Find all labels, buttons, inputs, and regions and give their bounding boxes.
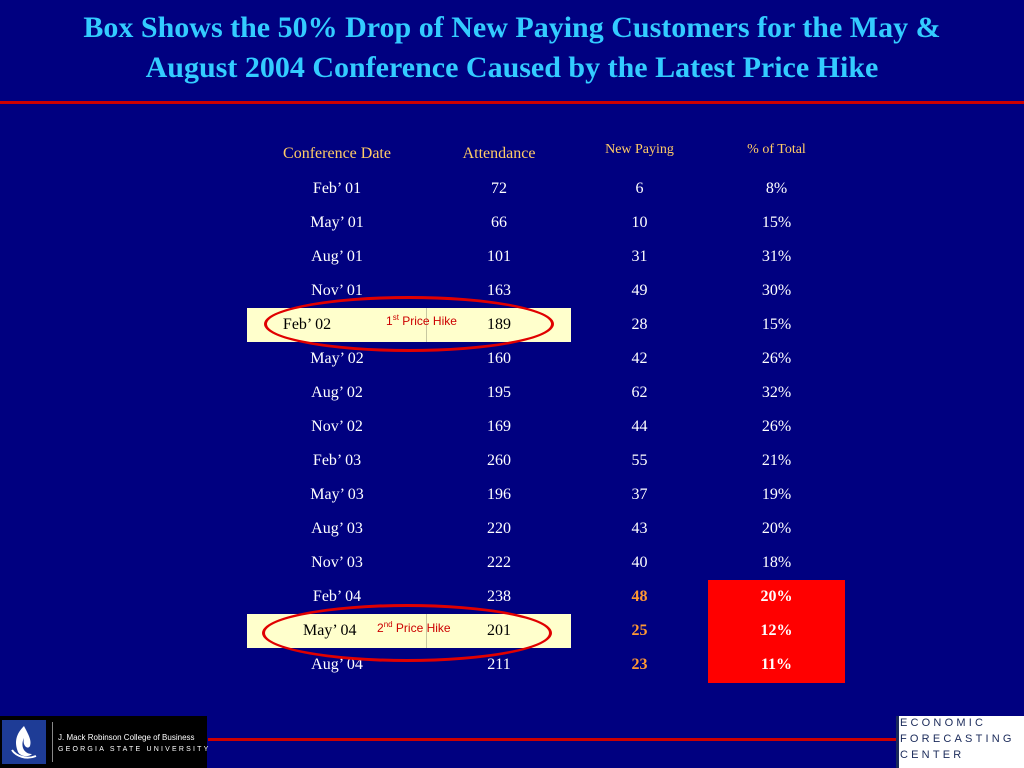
cell-percent: 19% [761, 486, 792, 503]
title-line-1: Box Shows the 50% Drop of New Paying Cus… [83, 11, 941, 44]
flame-logo-icon [2, 720, 46, 764]
table-row: Aug’ 04 211 23 11% [0, 648, 1024, 682]
college-name: J. Mack Robinson College of Business [58, 733, 195, 742]
cell-percent: 26% [761, 418, 792, 435]
table-row: Nov’ 03 222 40 18% [0, 546, 1024, 580]
table-row: May’ 01 66 10 15% [0, 206, 1024, 240]
cell-new-paying: 44 [631, 418, 648, 435]
cell-date: Aug’ 04 [311, 656, 363, 673]
table-row: Aug’ 03 220 43 20% [0, 512, 1024, 546]
cell-new-paying: 42 [631, 350, 648, 367]
efc-line-1: ECONOMIC [900, 717, 987, 729]
title-line-2: August 2004 Conference Caused by the Lat… [145, 51, 879, 84]
cell-new-paying: 48 [631, 588, 648, 605]
cell-attendance: 72 [491, 180, 507, 197]
cell-new-paying: 23 [631, 656, 648, 673]
college-logo: J. Mack Robinson College of Business GEO… [0, 716, 208, 768]
efc-logo-bar [896, 716, 899, 768]
cell-percent: 12% [760, 622, 793, 639]
cell-new-paying: 25 [631, 622, 648, 639]
cell-date: Aug’ 02 [311, 384, 363, 401]
cell-date: Nov’ 03 [311, 554, 363, 571]
table-row: Aug’ 01 101 31 31% [0, 240, 1024, 274]
cell-new-paying: 40 [631, 554, 648, 571]
cell-new-paying: 31 [631, 248, 648, 265]
cell-attendance: 196 [487, 486, 511, 503]
cell-attendance: 160 [487, 350, 511, 367]
price-hike-2-circle [262, 604, 552, 662]
header-attendance: Attendance [462, 145, 536, 162]
cell-new-paying: 62 [631, 384, 648, 401]
cell-percent: 31% [761, 248, 792, 265]
table-row: Feb’ 01 72 6 8% [0, 172, 1024, 206]
cell-date: Nov’ 01 [311, 282, 363, 299]
cell-date: Nov’ 02 [311, 418, 363, 435]
cell-attendance: 169 [487, 418, 511, 435]
cell-attendance: 211 [487, 656, 511, 673]
cell-date: Aug’ 03 [311, 520, 363, 537]
cell-percent: 8% [765, 180, 788, 197]
cell-new-paying: 55 [631, 452, 648, 469]
cell-date: Aug’ 01 [311, 248, 363, 265]
cell-percent: 15% [761, 316, 792, 333]
cell-attendance: 238 [487, 588, 511, 605]
bottom-divider [208, 738, 896, 741]
cell-attendance: 260 [487, 452, 511, 469]
cell-percent: 15% [761, 214, 792, 231]
cell-new-paying: 6 [635, 180, 644, 197]
cell-new-paying: 43 [631, 520, 648, 537]
efc-line-3: CENTER [900, 749, 965, 761]
slide-title: Box Shows the 50% Drop of New Paying Cus… [0, 8, 1024, 88]
top-divider [0, 101, 1024, 104]
price-hike-1-circle [264, 296, 554, 352]
cell-date: May’ 03 [310, 486, 364, 503]
cell-attendance: 195 [487, 384, 511, 401]
table-row: Feb’ 03 260 55 21% [0, 444, 1024, 478]
cell-attendance: 222 [487, 554, 511, 571]
cell-date: May’ 02 [310, 350, 364, 367]
logo-divider [52, 722, 53, 762]
cell-attendance: 66 [491, 214, 507, 231]
header-new-paying: New Paying [605, 142, 674, 157]
header-percent-total: % of Total [747, 142, 806, 157]
cell-percent: 11% [760, 656, 793, 673]
university-name: GEORGIA STATE UNIVERSITY [58, 746, 211, 753]
cell-new-paying: 49 [631, 282, 648, 299]
cell-date: Feb’ 04 [312, 588, 362, 605]
table-row: Feb’ 04 238 48 20% [0, 580, 1024, 614]
cell-percent: 20% [761, 520, 792, 537]
cell-percent: 21% [761, 452, 792, 469]
cell-attendance: 163 [487, 282, 511, 299]
table-row: May’ 02 160 42 26% [0, 342, 1024, 376]
cell-new-paying: 10 [631, 214, 648, 231]
header-conference-date: Conference Date [283, 145, 391, 162]
cell-attendance: 101 [487, 248, 511, 265]
table-row: Nov’ 01 163 49 30% [0, 274, 1024, 308]
cell-percent: 26% [761, 350, 792, 367]
cell-attendance: 220 [487, 520, 511, 537]
table-row: May’ 03 196 37 19% [0, 478, 1024, 512]
cell-new-paying: 37 [631, 486, 648, 503]
efc-line-2: FORECASTING [900, 733, 1015, 745]
cell-date: Feb’ 03 [312, 452, 362, 469]
cell-date: Feb’ 01 [312, 180, 362, 197]
cell-percent: 32% [761, 384, 792, 401]
table-row: Aug’ 02 195 62 32% [0, 376, 1024, 410]
cell-date: May’ 01 [310, 214, 364, 231]
cell-percent: 18% [761, 554, 792, 571]
cell-percent: 20% [760, 588, 793, 605]
efc-logo: ECONOMIC FORECASTING CENTER [896, 716, 1024, 768]
cell-percent: 30% [761, 282, 792, 299]
table-row: Nov’ 02 169 44 26% [0, 410, 1024, 444]
cell-new-paying: 28 [631, 316, 648, 333]
alert-box [708, 580, 845, 683]
